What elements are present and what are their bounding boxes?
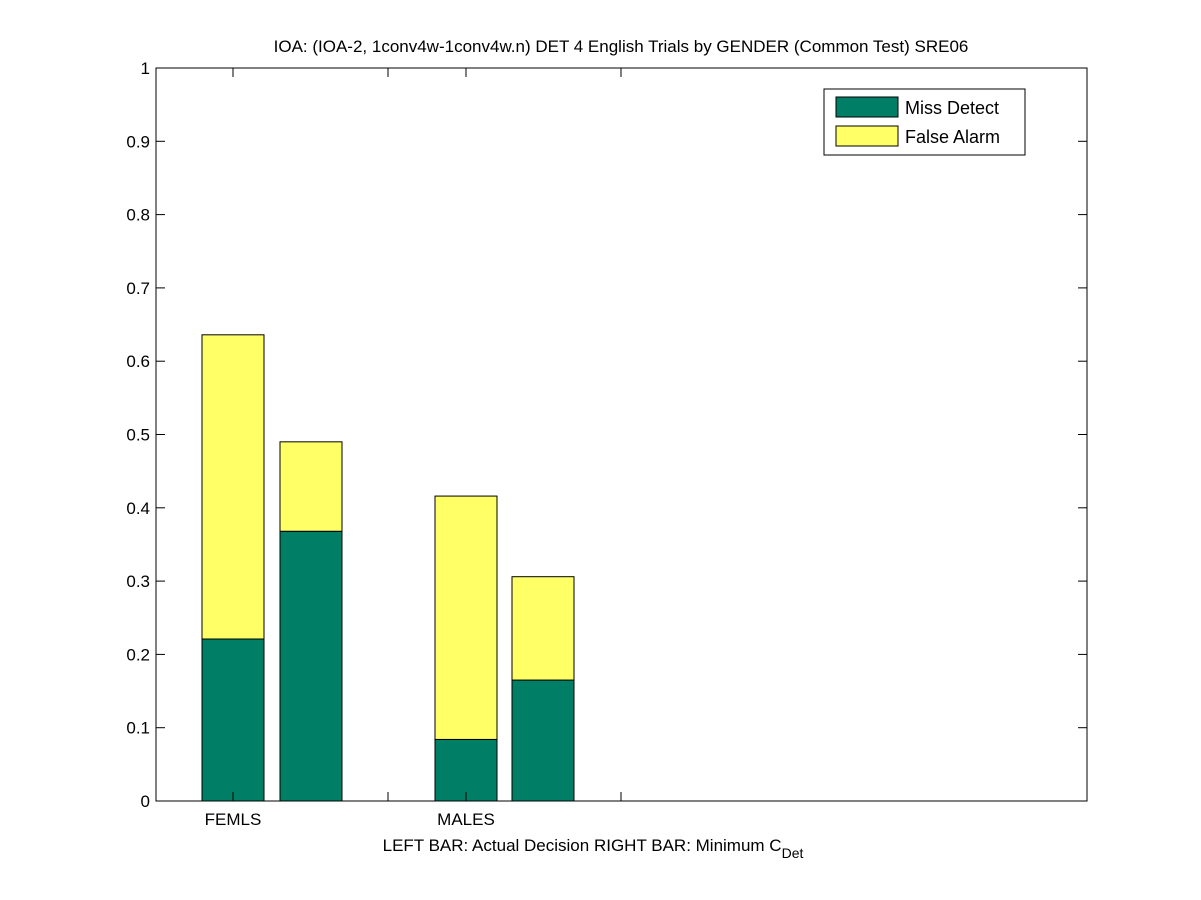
legend-swatch-miss-detect — [835, 96, 899, 118]
y-tick-label-0: 0 — [141, 792, 150, 811]
bars-layer — [201, 334, 575, 802]
legend: Miss Detect False Alarm — [823, 88, 1026, 156]
axis-layer: 0 0.1 0.2 0.3 0.4 0.5 0.6 0.7 0.8 0.9 1 — [126, 59, 1087, 811]
y-tick-label-8: 0.8 — [126, 206, 150, 225]
x-axis-label: LEFT BAR: Actual Decision RIGHT BAR: Min… — [383, 836, 804, 861]
x-axis-label-subscript: Det — [782, 845, 804, 861]
legend-label-false-alarm: False Alarm — [905, 127, 1000, 147]
y-tick-label-9: 0.9 — [126, 132, 150, 151]
chart-title: IOA: (IOA-2, 1conv4w-1conv4w.n) DET 4 En… — [274, 37, 969, 56]
bar-false-alarm-femls-left — [201, 334, 265, 640]
y-tick-label-2: 0.2 — [126, 645, 150, 664]
bar-false-alarm-femls-right — [279, 441, 343, 532]
x-axis-label-main: LEFT BAR: Actual Decision RIGHT BAR: Min… — [383, 836, 782, 855]
y-tick-label-5: 0.5 — [126, 426, 150, 445]
y-tick-label-1: 0.1 — [126, 719, 150, 738]
y-tick-label-6: 0.6 — [126, 352, 150, 371]
y-tick-label-7: 0.7 — [126, 279, 150, 298]
x-tick-label-males: MALES — [437, 810, 495, 829]
y-tick-label-4: 0.4 — [126, 499, 150, 518]
legend-swatch-false-alarm — [835, 125, 899, 147]
bar-miss-detect-males-right — [511, 679, 575, 802]
bar-false-alarm-males-right — [511, 576, 575, 681]
bar-false-alarm-males-left — [434, 495, 498, 740]
y-tick-label-10: 1 — [141, 59, 150, 78]
bar-miss-detect-femls-left — [201, 638, 265, 802]
bar-miss-detect-femls-right — [279, 530, 343, 802]
bar-miss-detect-males-left — [434, 738, 498, 802]
legend-label-miss-detect: Miss Detect — [905, 98, 999, 118]
y-tick-label-3: 0.3 — [126, 572, 150, 591]
x-tick-label-femls: FEMLS — [205, 810, 262, 829]
